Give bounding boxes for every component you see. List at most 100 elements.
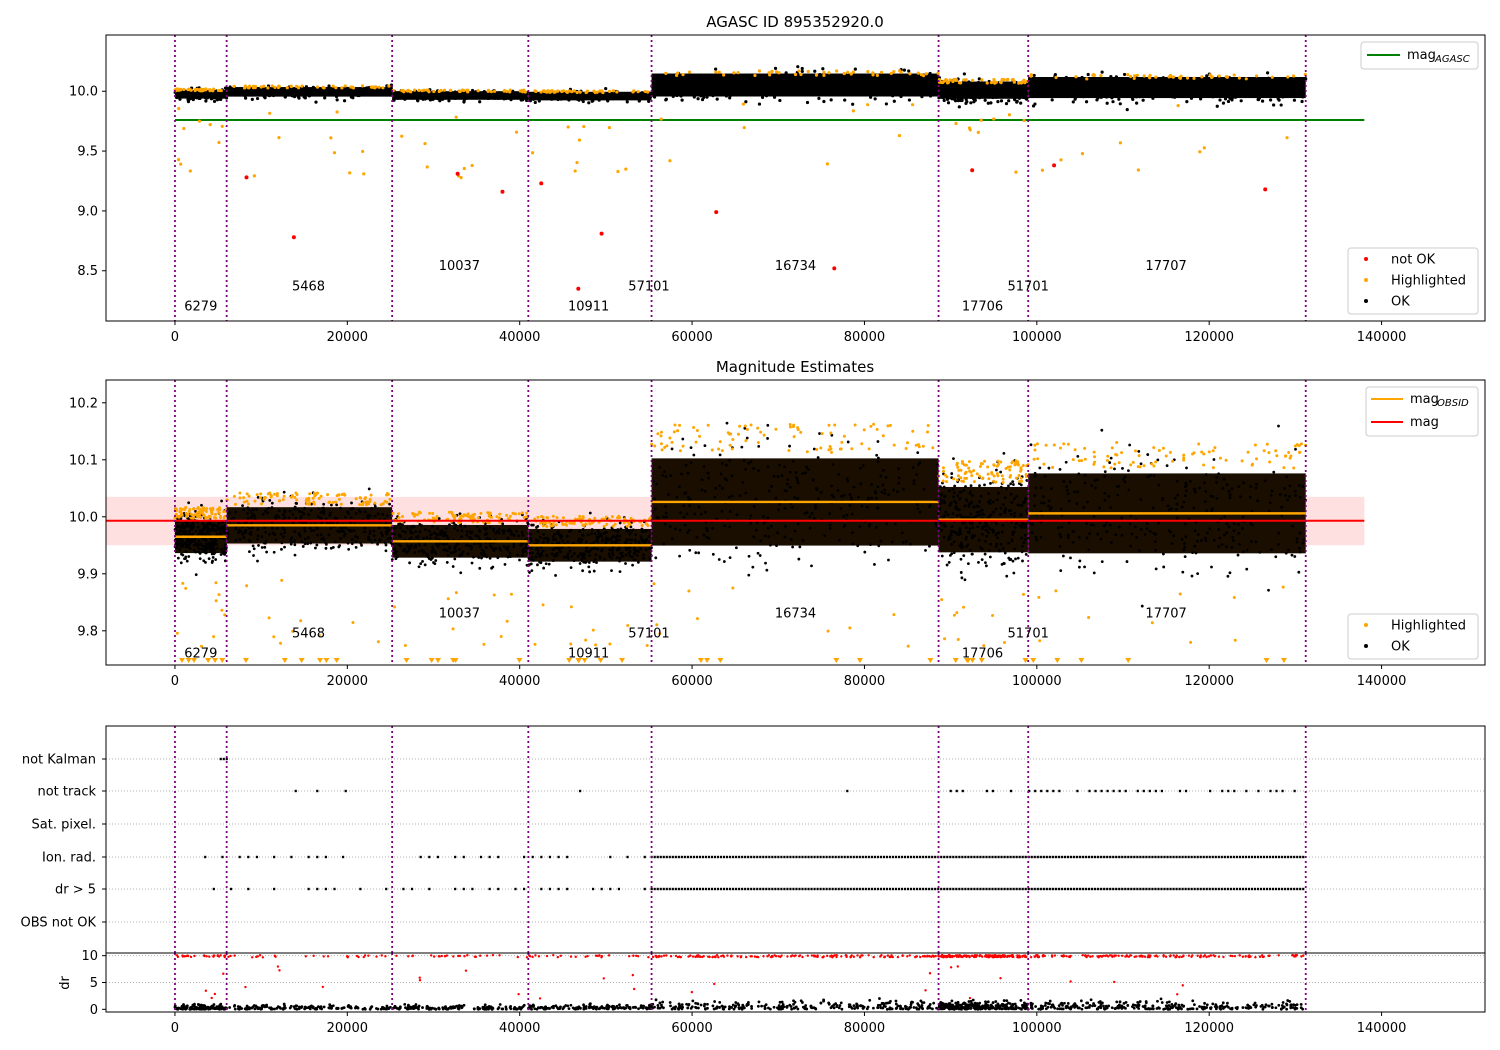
ok-point [858,466,862,470]
ok-point [1007,509,1011,513]
ok-point [688,504,691,508]
ok-point [1090,484,1094,487]
highlighted-point [698,434,702,438]
ok-point [351,96,355,100]
ok-point [794,471,798,474]
ok-point [389,536,392,540]
ok-point [592,547,595,550]
flag-point [816,855,819,859]
ok-point [875,506,879,510]
ok-point [445,549,448,552]
ok-point [427,557,431,561]
highlighted-point [1137,454,1141,458]
ok-point [469,547,473,551]
ok-point [1300,99,1304,104]
ok-point [1023,533,1027,537]
flag-point [768,855,771,859]
ok-point [658,466,662,469]
ok-point [1276,91,1280,95]
ok-point [363,510,367,514]
ok-point [994,507,998,511]
highlighted-point [648,516,652,520]
ok-point [704,510,707,514]
flag-point [1269,789,1272,793]
ok-point [1184,481,1188,485]
ok-point [1205,509,1209,513]
highlighted-point [1040,168,1045,172]
ok-point [742,86,746,90]
ok-point [893,522,897,526]
ok-point [830,493,834,497]
ok-point [602,527,606,531]
ok-point [470,561,474,565]
ok-point [227,90,231,94]
ok-point [479,552,483,555]
highlighted-point [413,514,417,518]
ok-point [819,87,823,92]
highlighted-point [508,88,512,92]
ok-point [742,78,746,82]
ok-point [206,522,210,526]
ok-point [244,528,248,532]
ok-point [311,85,315,89]
ok-point [717,558,721,561]
ok-point [806,468,810,472]
ok-point [423,528,427,532]
highlighted-point [202,514,206,518]
ok-point [1109,506,1113,510]
ok-point [918,84,923,88]
ok-point [1277,98,1281,102]
ok-point [359,541,363,545]
ok-point [485,532,489,535]
ok-point [606,95,611,99]
ok-point [639,547,643,551]
ok-point [1231,535,1235,539]
ok-point [289,542,293,546]
ok-point [1003,511,1007,515]
ok-point [415,536,419,539]
highlighted-point [560,89,564,94]
flag-point [925,855,928,859]
ok-point [1123,480,1127,484]
highlighted-point [676,429,680,433]
ok-point [272,550,276,554]
ok-point [226,532,230,536]
ok-point [235,92,239,97]
not-ok-point [291,235,296,240]
ok-point [597,532,601,535]
highlighted-point [578,514,582,518]
offscale-marker [317,658,324,663]
highlighted-point [962,78,966,82]
ok-point [985,88,990,92]
flag-point [671,855,674,859]
flag-point [813,855,816,859]
ok-point [1208,527,1212,531]
ok-point [409,536,413,540]
ok-point [292,91,297,95]
ok-point [488,541,492,545]
ok-point [184,92,188,96]
ok-point [307,94,311,98]
ok-point [1295,537,1299,541]
ok-point [915,473,919,476]
ok-point [998,549,1001,553]
highlighted-point [584,638,588,642]
ok-point [1042,495,1045,499]
ok-point [863,550,867,554]
highlighted-point [908,72,912,76]
ok-point [1096,532,1100,536]
highlighted-point [199,644,203,648]
flag-point [738,855,741,859]
ok-point [1294,447,1297,451]
highlighted-point [299,619,303,623]
ok-point [301,545,305,548]
ok-point [846,479,850,483]
ok-point [482,90,486,94]
highlighted-point [1036,457,1040,461]
ok-point [541,549,545,553]
highlighted-point [911,429,915,433]
ok-point [360,543,363,547]
ok-point [787,84,791,88]
ok-point [1143,87,1147,92]
ok-point [689,461,693,465]
